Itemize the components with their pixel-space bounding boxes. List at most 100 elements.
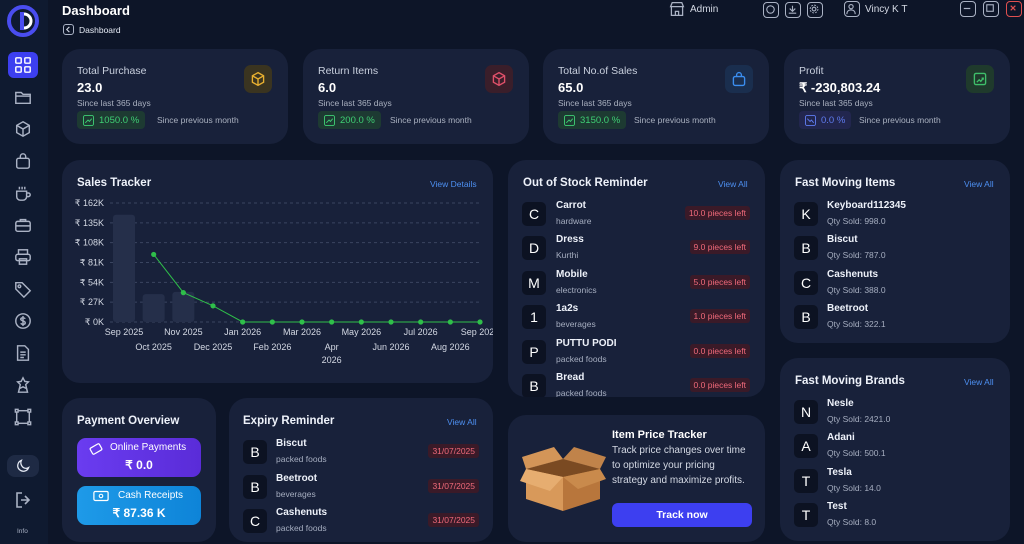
sales-tracker-card: Sales Tracker View Details ₹ 0K ₹ 27K ₹ 54… [62, 160, 493, 383]
list-item[interactable]: N Nesle Qty Sold: 2421.0 [780, 398, 1010, 432]
nav-folder[interactable] [8, 84, 38, 110]
brand-qty: Qty Sold: 8.0 [827, 517, 877, 527]
trend-down-icon [805, 114, 816, 126]
item-avatar: C [243, 509, 267, 533]
item-avatar: B [794, 236, 818, 260]
price-tracker-line1: Track price changes over time [612, 445, 746, 456]
list-item[interactable]: T Test Qty Sold: 8.0 [780, 501, 1010, 535]
list-item[interactable]: 1 1a2s beverages 1.0 pieces left [508, 303, 765, 337]
list-item[interactable]: B Bread packed foods 0.0 pieces left [508, 372, 765, 397]
user-name[interactable]: Vincy K T [865, 4, 908, 15]
nav-printer[interactable] [8, 244, 38, 270]
list-item[interactable]: A Adani Qty Sold: 500.1 [780, 432, 1010, 466]
line-point [151, 251, 157, 258]
bar [113, 214, 135, 322]
sales-chart: ₹ 0K ₹ 27K ₹ 54K ₹ 81K ₹ 108K ₹ 135K ₹ 162K Sep… [75, 198, 493, 365]
nav-products[interactable] [8, 116, 38, 142]
stat-change: 1050.0 % [99, 114, 140, 126]
out-of-stock-view-all[interactable]: View All [718, 179, 748, 189]
x-tick-label: Aug 2026 [431, 342, 470, 352]
list-item[interactable]: B Biscut packed foods 31/07/2025 [229, 438, 493, 472]
x-tick-label: Jun 2026 [372, 342, 409, 352]
list-item[interactable]: B Biscut Qty Sold: 787.0 [780, 234, 1010, 268]
expiry-title: Expiry Reminder [243, 415, 335, 427]
stat-value: ₹ -230,803.24 [799, 80, 881, 95]
stat-card-profit[interactable]: Profit ₹ -230,803.24 Since last 365 days… [784, 49, 1010, 144]
nav-dashboard[interactable] [8, 52, 38, 78]
stat-change: 0.0 % [821, 114, 846, 126]
nav-frame[interactable] [8, 404, 38, 430]
item-name: Mobile [556, 269, 588, 280]
list-item[interactable]: T Tesla Qty Sold: 14.0 [780, 467, 1010, 501]
x-tick-label: Sep 2026 [461, 327, 493, 337]
help-button[interactable] [763, 2, 779, 18]
breadcrumb[interactable]: Dashboard [79, 25, 121, 35]
view-details-link[interactable]: View Details [430, 179, 477, 189]
x-tick-label: 2026 [322, 355, 342, 365]
nav-dollar[interactable] [8, 308, 38, 334]
download-button[interactable] [785, 2, 801, 18]
cash-receipts-button[interactable]: Cash Receipts ₹ 87.36 K [77, 486, 201, 525]
brand-avatar: T [794, 469, 818, 493]
list-item[interactable]: B Beetroot Qty Sold: 322.1 [780, 303, 1010, 337]
fast-items-view-all[interactable]: View All [964, 179, 994, 189]
stat-since: Since last 365 days [318, 98, 392, 108]
out-of-stock-title: Out of Stock Reminder [523, 177, 648, 189]
theme-toggle[interactable] [7, 455, 39, 477]
close-button[interactable] [1006, 1, 1022, 17]
header: Dashboard Dashboard Admin Vincy K T [48, 0, 1024, 42]
expiry-view-all[interactable]: View All [447, 417, 477, 427]
info-label[interactable]: Info [17, 528, 28, 535]
minimize-button[interactable] [960, 1, 976, 17]
x-tick-label: Feb 2026 [253, 342, 291, 352]
brand-qty: Qty Sold: 14.0 [827, 483, 881, 493]
stock-badge: 9.0 pieces left [689, 240, 750, 254]
nav-bag[interactable] [8, 148, 38, 174]
nav-document[interactable] [8, 340, 38, 366]
item-qty: Qty Sold: 787.0 [827, 250, 886, 260]
list-item[interactable]: P PUTTU PODI packed foods 0.0 pieces lef… [508, 338, 765, 372]
settings-button[interactable] [807, 2, 823, 18]
chart-up-icon [973, 72, 987, 86]
list-item[interactable]: C Carrot hardware 10.0 pieces left [508, 200, 765, 234]
list-item[interactable]: M Mobile electronics 5.0 pieces left [508, 269, 765, 303]
price-tracker-card: Item Price Tracker Track price changes o… [508, 415, 765, 542]
out-of-stock-card: Out of Stock Reminder View All C Carrot … [508, 160, 765, 397]
back-button[interactable] [63, 24, 74, 35]
list-item[interactable]: C Cashenuts packed foods 31/07/2025 [229, 507, 493, 541]
nav-briefcase[interactable] [8, 212, 38, 238]
stat-value: 23.0 [77, 80, 103, 95]
stat-icon-box [244, 65, 272, 93]
store-icon[interactable] [669, 1, 685, 17]
stat-card-total-sales[interactable]: Total No.of Sales 65.0 Since last 365 da… [543, 49, 769, 144]
stat-icon-box [966, 65, 994, 93]
expiry-reminder-card: Expiry Reminder View All B Biscut packed… [229, 398, 493, 542]
role-label: Admin [690, 4, 719, 15]
page-title: Dashboard [62, 3, 130, 18]
price-tracker-title: Item Price Tracker [612, 429, 707, 441]
stat-card-return-items[interactable]: Return Items 6.0 Since last 365 days 200… [303, 49, 529, 144]
stat-compare: Since previous month [157, 115, 239, 125]
expiry-date-badge: 31/07/2025 [428, 513, 479, 527]
track-now-button[interactable]: Track now [612, 503, 752, 527]
user-icon[interactable] [844, 1, 860, 17]
stat-icon-box [725, 65, 753, 93]
download-icon [788, 5, 797, 14]
item-avatar: B [794, 305, 818, 329]
logout-button[interactable] [13, 490, 33, 510]
cash-icon [93, 490, 109, 502]
list-item[interactable]: B Beetroot beverages 31/07/2025 [229, 473, 493, 507]
list-item[interactable]: C Cashenuts Qty Sold: 388.0 [780, 269, 1010, 303]
stat-card-total-purchase[interactable]: Total Purchase 23.0 Since last 365 days … [62, 49, 288, 144]
nav-badge[interactable] [8, 372, 38, 398]
stat-change-pill: 0.0 % [799, 111, 852, 129]
trend-up-icon [564, 114, 575, 126]
nav-tag[interactable] [8, 276, 38, 302]
fast-brands-view-all[interactable]: View All [964, 377, 994, 387]
list-item[interactable]: D Dress Kurthi 9.0 pieces left [508, 234, 765, 268]
nav-cup[interactable] [8, 180, 38, 206]
online-payments-button[interactable]: Online Payments ₹ 0.0 [77, 438, 201, 477]
line-point [299, 319, 305, 325]
maximize-button[interactable] [983, 1, 999, 17]
list-item[interactable]: K Keyboard112345 Qty Sold: 998.0 [780, 200, 1010, 234]
